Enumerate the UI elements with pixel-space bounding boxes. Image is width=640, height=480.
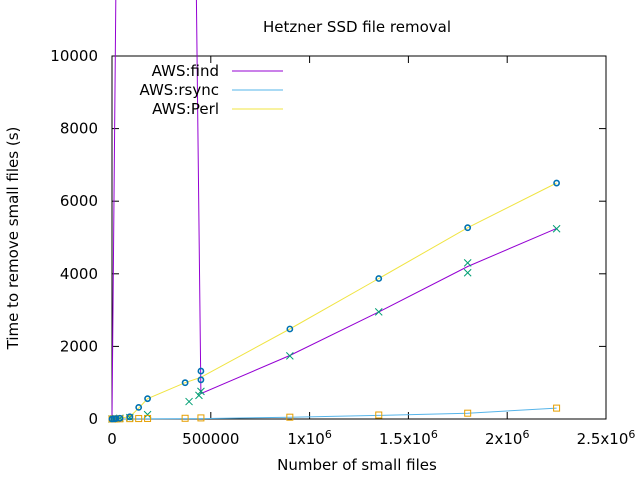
data-point-aws-rsync <box>197 414 205 422</box>
data-point-aws-rsync <box>553 404 561 412</box>
y-tick-label: 6000 <box>60 192 98 210</box>
x-tick-label: 0 <box>107 430 117 448</box>
data-point-aws-perl <box>144 395 151 403</box>
plot-frame <box>111 55 607 420</box>
data-point-aws-perl <box>197 367 205 375</box>
x-tick-label-exponent: 6 <box>325 428 332 441</box>
data-point-aws-find <box>463 259 472 267</box>
data-point-aws-find <box>463 268 472 277</box>
data-point-aws-rsync <box>135 415 143 423</box>
data-point-aws-perl <box>286 325 294 333</box>
x-tick-label-exponent: 6 <box>522 428 529 441</box>
x-tick-label-exponent: 6 <box>431 428 438 441</box>
x-tick-label-base: 0 <box>107 430 117 448</box>
y-tick-label: 2000 <box>60 337 98 355</box>
y-tick-label: 4000 <box>60 265 98 283</box>
data-point-aws-rsync <box>181 414 189 422</box>
x-tick-label-base: 500000 <box>182 430 239 448</box>
data-point-aws-find <box>143 410 152 419</box>
data-point-aws-perl <box>197 376 205 384</box>
data-point-aws-rsync <box>144 414 152 422</box>
x-tick-label-base: 1.5x10 <box>379 430 431 448</box>
data-point-aws-rsync <box>126 415 134 423</box>
x-tick-label-exponent: 6 <box>628 428 635 441</box>
data-point-aws-rsync <box>375 411 383 419</box>
data-point-aws-perl <box>126 413 134 421</box>
series-line-aws-rsync <box>111 407 557 420</box>
data-point-aws-find <box>195 391 203 400</box>
data-point-aws-find <box>374 308 383 316</box>
y-tick-label: 8000 <box>60 120 98 138</box>
y-tick-label: 0 <box>88 410 98 428</box>
data-point-aws-perl <box>135 403 143 411</box>
y-axis-label: Time to remove small files (s) <box>4 127 22 351</box>
data-point-aws-perl <box>464 224 472 232</box>
x-tick-label: 500000 <box>182 430 239 448</box>
x-tick-label: 1x106 <box>287 428 332 448</box>
legend-label: AWS:rsync <box>140 81 219 99</box>
x-tick-label: 2.5x106 <box>577 428 636 448</box>
data-point-aws-perl <box>181 379 189 387</box>
data-point-aws-find <box>552 224 561 233</box>
data-point-aws-perl <box>112 415 120 423</box>
x-axis-label: Number of small files <box>277 456 437 474</box>
data-point-aws-rsync <box>464 409 472 417</box>
data-point-aws-rsync <box>286 413 294 421</box>
x-tick-label-base: 2.5x10 <box>577 430 629 448</box>
axis-ticks: 0 500000 1x106 1.5x106 2x106 2.5x106020004000… <box>50 47 635 448</box>
x-tick-label-base: 2x10 <box>485 430 523 448</box>
x-tick-label-base: 1x10 <box>287 430 325 448</box>
legend-label: AWS:find <box>152 62 219 80</box>
data-point-aws-find <box>285 351 294 360</box>
y-tick-label: 10000 <box>50 47 98 65</box>
legend-label: AWS:Perl <box>152 100 219 118</box>
x-tick-label: 2x106 <box>485 428 530 448</box>
chart-title: Hetzner SSD file removal <box>263 18 451 36</box>
data-point-aws-perl <box>375 275 383 282</box>
data-point-aws-perl <box>116 414 124 422</box>
data-point-aws-perl <box>553 179 560 187</box>
series-line-aws-perl <box>111 182 557 420</box>
data-point-aws-find <box>197 387 205 396</box>
x-tick-label: 1.5x106 <box>379 428 438 448</box>
series-points <box>108 179 561 423</box>
data-point-aws-find <box>185 397 193 406</box>
